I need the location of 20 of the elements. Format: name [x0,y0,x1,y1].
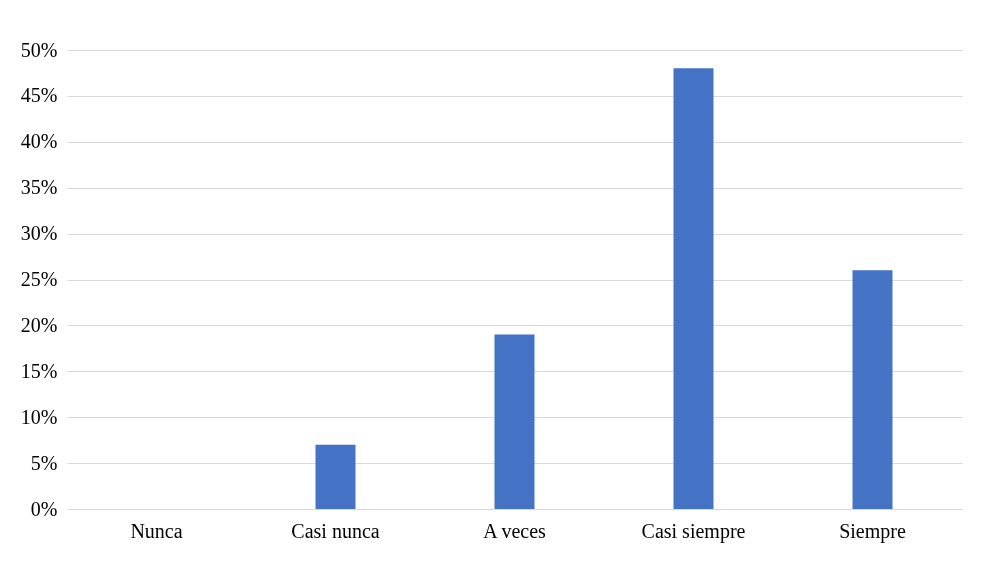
y-tick-label: 40% [20,130,58,153]
bar [673,68,714,509]
y-tick-label: 45% [20,84,58,107]
bar [494,334,535,509]
y-tick-label: 30% [20,222,58,245]
y-tick-label: 10% [20,405,58,428]
y-tick-label: 15% [20,359,58,382]
y-tick-label: 35% [20,176,58,199]
x-tick-label: A veces [483,519,547,542]
x-tick-label: Nunca [130,519,183,542]
y-tick-label: 20% [20,313,58,336]
x-tick-label: Siempre [839,519,906,543]
bar [852,270,893,509]
bar [315,444,356,509]
y-tick-label: 50% [20,38,58,61]
y-tick-label: 25% [20,268,58,290]
y-tick-label: 5% [30,451,58,474]
y-tick-label: 0% [30,497,58,520]
x-tick-label: Casi siempre [641,519,746,543]
x-tick-label: Casi nunca [291,519,380,542]
